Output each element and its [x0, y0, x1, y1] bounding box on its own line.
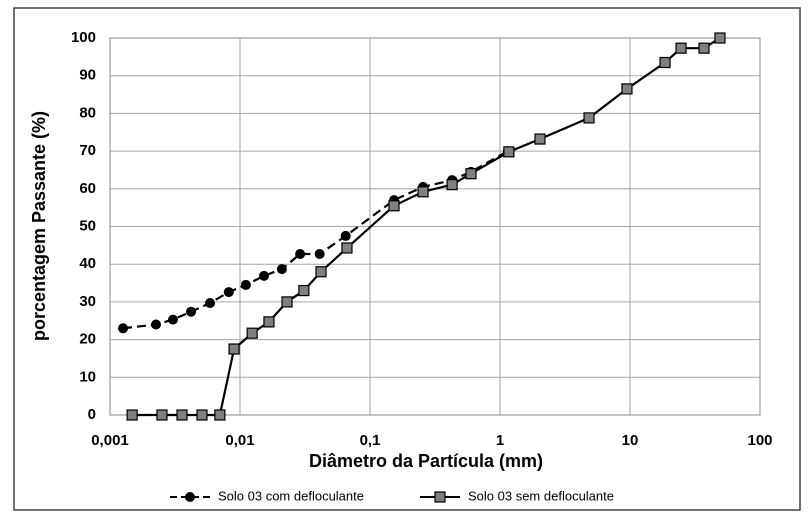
legend-label: Solo 03 com defloculante [218, 488, 364, 503]
y-tick-label: 80 [79, 104, 96, 121]
plot-frame [109, 37, 761, 416]
data-point [675, 42, 687, 54]
data-point [465, 168, 477, 180]
data-point [214, 409, 226, 421]
data-point [698, 42, 710, 54]
x-tick-label: 0,01 [225, 432, 254, 449]
legend-marker [434, 491, 446, 503]
data-point [118, 323, 129, 334]
data-point [176, 409, 188, 421]
data-point [228, 343, 240, 355]
data-point [167, 314, 178, 325]
y-tick-label: 100 [71, 29, 96, 46]
data-point [621, 83, 633, 95]
data-point [659, 56, 671, 69]
x-tick-label: 0,001 [91, 432, 129, 449]
y-axis-title: porcentagem Passante (%) [29, 111, 49, 341]
data-point [126, 409, 138, 421]
y-tick-label: 50 [79, 217, 96, 234]
data-point [263, 316, 275, 328]
y-tick-label: 0 [88, 406, 96, 423]
chart-frame [13, 7, 801, 511]
x-tick-label: 0,1 [360, 432, 381, 449]
data-point [714, 32, 726, 44]
y-tick-label: 20 [79, 331, 96, 348]
y-tick-label: 10 [79, 368, 96, 385]
data-point [341, 242, 353, 254]
y-tick-label: 90 [79, 67, 96, 84]
legend-marker [185, 492, 195, 502]
data-point [281, 296, 293, 308]
data-point [298, 284, 310, 297]
data-point [503, 146, 515, 158]
data-point [276, 264, 287, 275]
legend-label: Solo 03 sem defloculante [468, 488, 614, 503]
data-point [583, 112, 595, 124]
x-tick-label: 1 [496, 432, 504, 449]
data-point [205, 298, 216, 309]
data-point [340, 230, 351, 241]
data-point [186, 306, 197, 317]
data-point [259, 270, 270, 281]
data-point [388, 200, 400, 212]
x-tick-label: 100 [747, 432, 772, 449]
data-point [246, 327, 258, 339]
y-tick-label: 30 [79, 293, 96, 310]
data-point [534, 133, 546, 145]
data-point [314, 249, 325, 260]
x-tick-label: 10 [622, 432, 639, 449]
data-point [417, 186, 429, 198]
y-tick-label: 60 [79, 180, 96, 197]
y-tick-label: 40 [79, 255, 96, 272]
data-point [240, 279, 251, 290]
data-point [151, 319, 162, 330]
data-point [295, 249, 306, 260]
data-point [446, 179, 458, 191]
data-point [315, 266, 327, 278]
data-point [156, 409, 168, 421]
y-tick-label: 70 [79, 142, 96, 159]
data-point [196, 409, 208, 421]
x-axis-title: Diâmetro da Partícula (mm) [309, 451, 543, 471]
data-point [223, 287, 234, 298]
